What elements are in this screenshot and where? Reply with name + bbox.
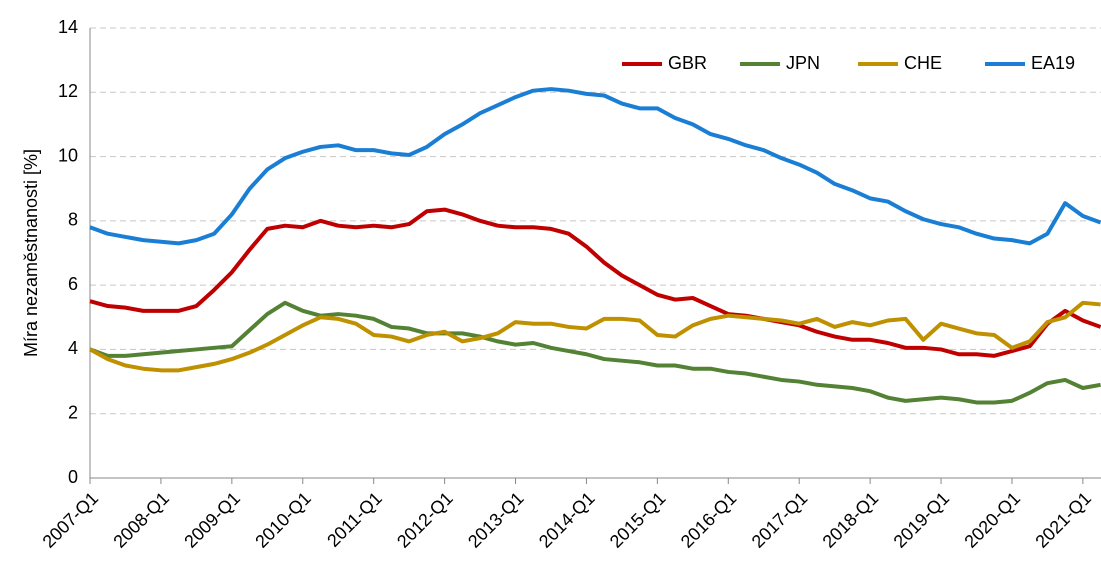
x-tick-label: 2016-Q1 — [677, 488, 741, 552]
series-line — [89, 300, 1101, 373]
x-tick-label: 2021-Q1 — [1031, 488, 1095, 552]
x-tick-label: 2014-Q1 — [535, 488, 599, 552]
x-tick-label: 2012-Q1 — [393, 488, 457, 552]
series-line — [89, 207, 1101, 358]
y-axis-label: Míra nezaměstnanosti [%] — [21, 149, 41, 357]
y-tick-label: 12 — [58, 81, 78, 101]
x-tick-label: 2009-Q1 — [180, 488, 244, 552]
x-tick-label: 2008-Q1 — [109, 488, 173, 552]
y-tick-label: 2 — [68, 402, 78, 422]
x-tick-label: 2018-Q1 — [819, 488, 883, 552]
y-tick-label: 8 — [68, 210, 78, 230]
series-line — [89, 87, 1101, 246]
y-tick-label: 6 — [68, 274, 78, 294]
series-line — [89, 300, 1101, 405]
x-tick-label: 2020-Q1 — [960, 488, 1024, 552]
y-tick-label: 10 — [58, 145, 78, 165]
x-tick-label: 2007-Q1 — [39, 488, 103, 552]
x-tick-label: 2013-Q1 — [464, 488, 528, 552]
x-tick-label: 2019-Q1 — [890, 488, 954, 552]
legend-label: EA19 — [1031, 53, 1075, 73]
legend-label: JPN — [786, 53, 820, 73]
x-tick-label: 2015-Q1 — [606, 488, 670, 552]
x-tick-label: 2017-Q1 — [748, 488, 812, 552]
legend-label: GBR — [668, 53, 707, 73]
legend-label: CHE — [904, 53, 942, 73]
y-tick-label: 0 — [68, 467, 78, 487]
x-tick-label: 2011-Q1 — [323, 488, 386, 551]
y-tick-label: 14 — [58, 17, 78, 37]
y-tick-label: 4 — [68, 338, 78, 358]
x-tick-label: 2010-Q1 — [251, 488, 315, 552]
